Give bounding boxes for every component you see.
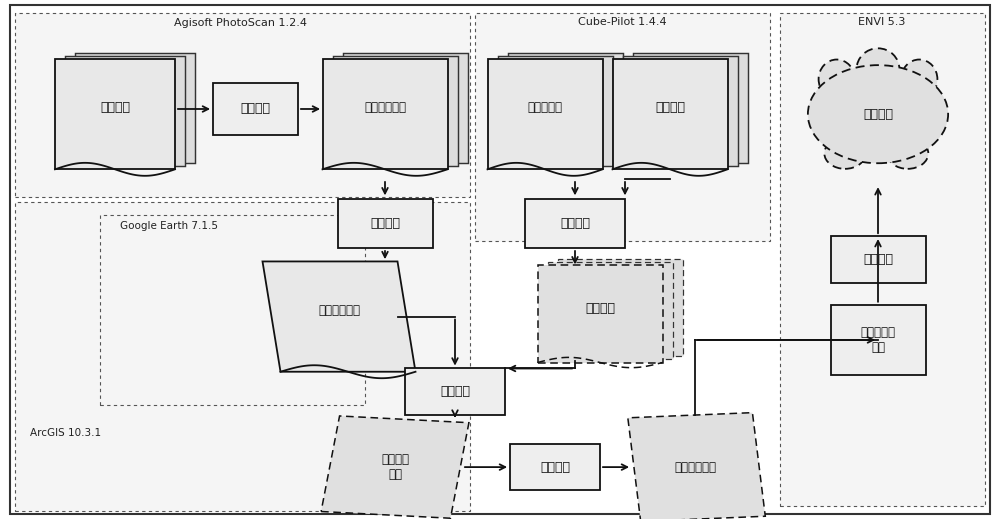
Bar (508, 53, 622, 163)
Polygon shape (262, 262, 416, 372)
Bar (488, 59, 602, 169)
Bar (342, 53, 468, 163)
Text: 灰度圖像: 灰度圖像 (100, 101, 130, 114)
Polygon shape (321, 416, 469, 518)
Polygon shape (628, 413, 765, 519)
Bar (830, 305, 926, 375)
Text: 影像融合: 影像融合 (560, 216, 590, 230)
Ellipse shape (887, 138, 928, 169)
Text: 最終影像: 最終影像 (863, 107, 893, 121)
Text: 感興趣區域
提取: 感興趣區域 提取 (860, 326, 896, 354)
Text: ArcGIS 10.3.1: ArcGIS 10.3.1 (30, 428, 101, 438)
Ellipse shape (808, 65, 948, 163)
Ellipse shape (824, 138, 866, 169)
Ellipse shape (819, 60, 855, 99)
Text: 校正融合
影像: 校正融合 影像 (381, 453, 409, 481)
Bar (622, 56, 738, 166)
Bar (15, 13, 470, 197)
Bar (322, 59, 448, 169)
Bar (538, 266, 662, 362)
Bar (633, 53, 748, 163)
Bar (475, 13, 770, 241)
Bar (780, 13, 985, 506)
Bar (212, 83, 298, 135)
Text: 影像平滑: 影像平滑 (863, 253, 893, 266)
Bar (338, 198, 432, 248)
Bar (15, 202, 470, 511)
Text: 灰度圖像: 灰度圖像 (655, 101, 685, 114)
Bar (612, 59, 728, 169)
Bar (498, 56, 612, 166)
Text: 影像配準: 影像配準 (440, 385, 470, 399)
Bar (405, 368, 505, 415)
Bar (830, 236, 926, 283)
Bar (100, 215, 365, 405)
Bar (525, 198, 625, 248)
Text: 拼接灰度圖像: 拼接灰度圖像 (364, 101, 406, 114)
Bar (75, 53, 195, 163)
Text: Cube-Pilot 1.4.4: Cube-Pilot 1.4.4 (578, 17, 666, 26)
Text: 影像鑲嵌: 影像鑲嵌 (540, 460, 570, 474)
Text: Agisoft PhotoScan 1.2.4: Agisoft PhotoScan 1.2.4 (174, 18, 306, 28)
Text: 校正灰度圖像: 校正灰度圖像 (318, 304, 360, 317)
Bar (558, 260, 682, 356)
Bar (548, 263, 672, 359)
Text: Google Earth 7.1.5: Google Earth 7.1.5 (120, 221, 218, 230)
Bar (55, 59, 175, 169)
Bar (332, 56, 458, 166)
Text: 拼接融合影像: 拼接融合影像 (674, 460, 716, 474)
Text: 融合影像: 融合影像 (585, 302, 615, 315)
Ellipse shape (857, 48, 899, 90)
Ellipse shape (901, 60, 937, 99)
Text: ENVI 5.3: ENVI 5.3 (858, 17, 906, 26)
Text: 圖像拼接: 圖像拼接 (240, 102, 270, 116)
Bar (65, 56, 185, 166)
Bar (510, 444, 600, 490)
Text: 高光譜影像: 高光譜影像 (528, 101, 562, 114)
Text: 幾何校正: 幾何校正 (370, 216, 400, 230)
